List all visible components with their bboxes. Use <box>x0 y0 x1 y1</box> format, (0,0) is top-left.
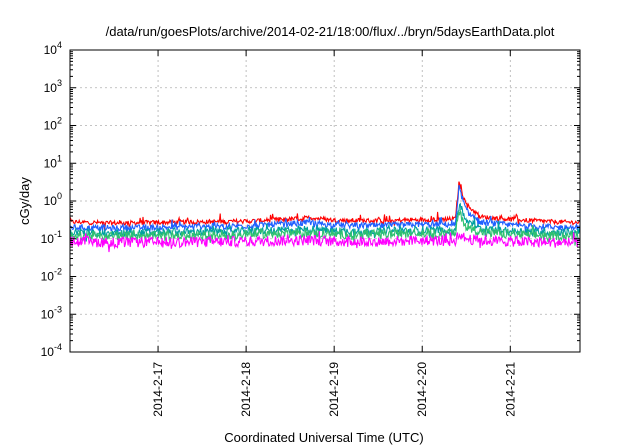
x-tick-label: 2014-2-19 <box>327 362 341 417</box>
y-axis-label: cGy/day <box>17 177 32 225</box>
y-tick-label: 102 <box>44 116 62 133</box>
y-tick-label: 101 <box>44 153 62 170</box>
y-axis: 10-4 10-3 10-2 10-1 100 101 102 103 104 <box>41 40 580 359</box>
y-tick-label: 103 <box>44 78 62 95</box>
x-axis-label: Coordinated Universal Time (UTC) <box>224 430 423 445</box>
series-line <box>69 181 581 231</box>
series-line <box>69 184 581 233</box>
chart-title: /data/run/goesPlots/archive/2014-02-21/1… <box>106 24 555 39</box>
x-tick-label: 2014-2-18 <box>239 362 253 417</box>
x-axis: 2014-2-17 2014-2-18 2014-2-19 2014-2-20 2014… <box>151 50 517 417</box>
y-tick-label: 104 <box>44 40 62 57</box>
y-tick-label: 100 <box>44 191 62 208</box>
y-tick-label: 10-3 <box>41 304 62 321</box>
x-tick-label: 2014-2-21 <box>503 362 517 417</box>
series-line <box>69 231 581 253</box>
x-tick-label: 2014-2-20 <box>415 362 429 417</box>
y-tick-label: 10-2 <box>41 267 62 284</box>
x-tick-label: 2014-2-17 <box>151 362 165 417</box>
y-tick-label: 10-4 <box>41 342 62 359</box>
grid <box>70 50 580 352</box>
series-layer <box>69 181 581 253</box>
y-tick-label: 10-1 <box>41 229 62 246</box>
